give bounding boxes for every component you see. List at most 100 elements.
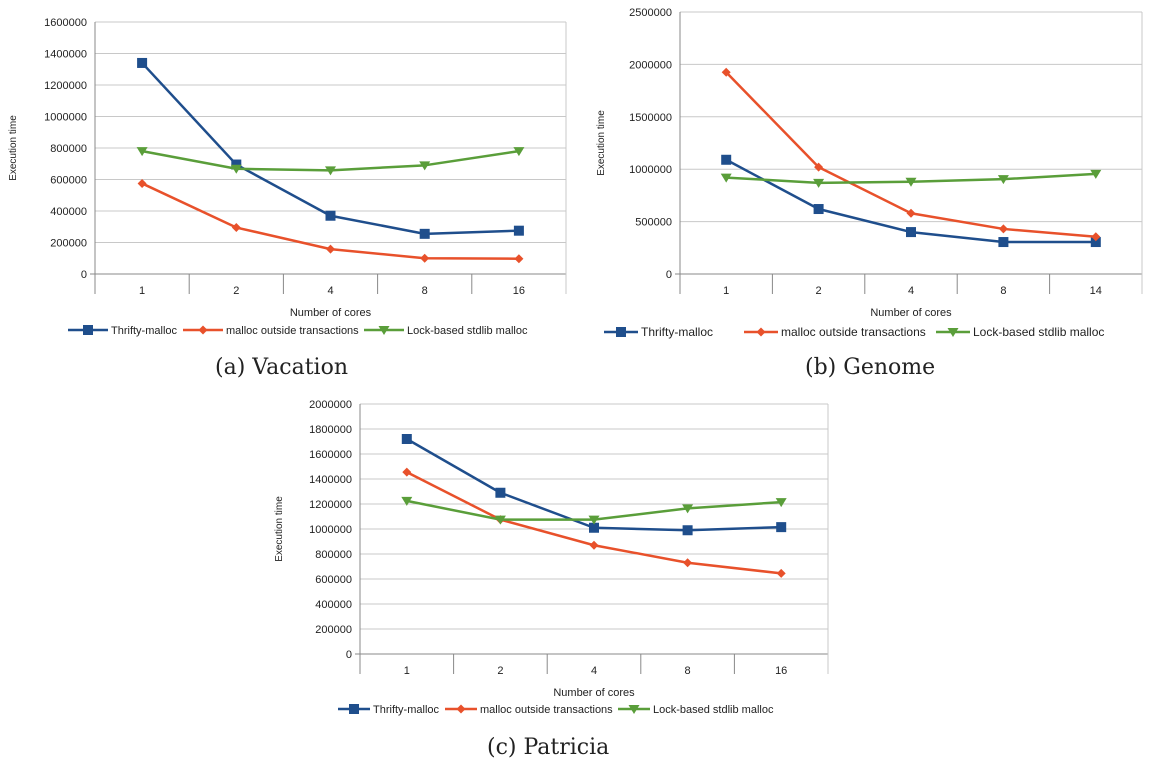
genome-y-axis-title: Execution time — [596, 110, 607, 176]
genome-ytick-label: 2000000 — [629, 59, 672, 71]
genome-xtick-label: 1 — [723, 285, 729, 297]
vacation-legend-marker-outside — [198, 325, 208, 335]
genome-legend-label-outside: malloc outside transactions — [781, 325, 926, 339]
genome-ytick-label: 1000000 — [629, 164, 672, 176]
genome-legend-marker-outside — [756, 327, 766, 337]
vacation-ytick-label: 800000 — [50, 143, 87, 155]
patricia-xtick-label: 2 — [497, 665, 503, 677]
genome-point-thrifty — [721, 154, 732, 165]
genome-legend-marker-thrifty — [616, 327, 626, 337]
chart-vacation: 0 200000 400000 600000 800000 1000000 1200000 1… — [0, 0, 576, 340]
patricia-point-lock — [682, 504, 694, 514]
patricia-point-lock — [775, 498, 787, 508]
genome-point-outside — [906, 208, 916, 218]
patricia-legend-label-thrifty: Thrifty-malloc — [373, 704, 440, 716]
vacation-ytick-label: 1000000 — [44, 112, 87, 124]
patricia-ytick-label: 2000000 — [309, 399, 352, 411]
genome-point-lock — [905, 177, 917, 187]
vacation-point-thrifty — [137, 57, 148, 68]
genome-xtick-label: 8 — [1000, 285, 1006, 297]
vacation-legend-label-outside: malloc outside transactions — [226, 325, 359, 337]
patricia-x-axis-title: Number of cores — [553, 687, 635, 699]
vacation-legend-label-thrifty: Thrifty-malloc — [111, 325, 178, 337]
vacation-xtick-label: 8 — [422, 285, 428, 297]
patricia-point-outside — [402, 467, 412, 477]
caption-vacation: (a) Vacation — [215, 355, 348, 380]
patricia-point-lock — [588, 515, 600, 525]
vacation-ytick-label: 0 — [81, 269, 87, 281]
genome-point-outside — [721, 67, 731, 77]
patricia-xtick-label: 1 — [404, 665, 410, 677]
patricia-ytick-label: 1200000 — [309, 499, 352, 511]
vacation-point-outside — [514, 254, 524, 264]
patricia-xtick-label: 4 — [591, 665, 597, 677]
vacation-xtick-label: 2 — [233, 285, 239, 297]
vacation-ytick-label: 400000 — [50, 206, 87, 218]
patricia-ytick-label: 200000 — [315, 624, 352, 636]
vacation-x-axis-title: Number of cores — [290, 307, 372, 319]
genome-point-lock — [997, 175, 1009, 185]
patricia-point-outside — [589, 540, 599, 550]
vacation-point-lock — [513, 147, 525, 157]
chart-genome-svg: 0 500000 1000000 1500000 2000000 2500000 1 2 4 8 1… — [596, 7, 1143, 339]
patricia-xtick-label: 16 — [775, 665, 787, 677]
genome-ytick-label: 0 — [666, 269, 672, 281]
genome-legend-label-thrifty: Thrifty-malloc — [641, 325, 713, 339]
patricia-ytick-label: 1400000 — [309, 474, 352, 486]
vacation-ytick-label: 1400000 — [44, 49, 87, 61]
genome-xtick-label: 14 — [1090, 285, 1102, 297]
genome-point-outside — [998, 224, 1008, 234]
genome-xtick-label: 2 — [816, 285, 822, 297]
patricia-point-thrifty — [589, 522, 599, 533]
patricia-legend-marker-outside — [456, 704, 466, 714]
vacation-point-lock — [230, 164, 242, 174]
patricia-point-thrifty — [682, 525, 693, 536]
genome-ytick-label: 1500000 — [629, 112, 672, 124]
genome-xtick-label: 4 — [908, 285, 914, 297]
vacation-point-outside — [231, 223, 241, 233]
genome-legend-marker-lock — [947, 328, 959, 337]
patricia-ytick-label: 600000 — [315, 574, 352, 586]
genome-point-thrifty — [998, 237, 1009, 248]
caption-genome: (b) Genome — [805, 355, 936, 380]
patricia-point-outside — [776, 568, 786, 578]
patricia-legend-marker-lock — [628, 705, 640, 714]
chart-patricia: 0 200000 400000 600000 800000 1000000 1200000 1… — [270, 392, 870, 722]
patricia-ytick-label: 400000 — [315, 599, 352, 611]
vacation-point-outside — [326, 244, 335, 254]
vacation-point-lock — [419, 161, 431, 171]
chart-patricia-svg: 0 200000 400000 600000 800000 1000000 1200000 1… — [274, 399, 829, 716]
genome-x-axis-title: Number of cores — [870, 307, 952, 319]
vacation-point-lock — [136, 147, 148, 157]
patricia-legend-marker-thrifty — [349, 704, 359, 714]
genome-point-thrifty — [906, 227, 916, 238]
genome-point-lock — [1090, 169, 1102, 179]
vacation-point-thrifty — [231, 159, 242, 170]
vacation-point-thrifty — [325, 210, 336, 221]
vacation-ytick-label: 1200000 — [44, 80, 87, 92]
vacation-point-outside — [420, 253, 430, 263]
patricia-ytick-label: 0 — [346, 649, 352, 661]
patricia-xtick-label: 8 — [685, 665, 691, 677]
patricia-y-axis-title: Execution time — [274, 496, 285, 562]
patricia-point-thrifty — [495, 487, 506, 498]
patricia-point-outside — [683, 558, 693, 568]
chart-genome: 0 500000 1000000 1500000 2000000 2500000 1 2 4 8 1… — [576, 0, 1152, 340]
chart-vacation-svg: 0 200000 400000 600000 800000 1000000 1200000 1… — [8, 17, 567, 337]
genome-legend-label-lock: Lock-based stdlib malloc — [973, 325, 1104, 339]
vacation-point-lock — [325, 166, 336, 176]
vacation-ytick-label: 1600000 — [44, 17, 87, 29]
genome-point-lock — [813, 178, 825, 188]
vacation-point-outside — [137, 178, 147, 188]
vacation-legend-label-lock: Lock-based stdlib malloc — [407, 325, 528, 337]
vacation-ytick-label: 600000 — [50, 175, 87, 187]
vacation-xtick-label: 16 — [513, 285, 525, 297]
caption-patricia: (c) Patricia — [487, 735, 610, 760]
patricia-ytick-label: 1800000 — [309, 424, 352, 436]
patricia-ytick-label: 800000 — [315, 549, 352, 561]
genome-ytick-label: 500000 — [635, 217, 672, 229]
patricia-point-lock — [494, 515, 506, 525]
vacation-xtick-label: 1 — [139, 285, 145, 297]
patricia-legend-label-outside: malloc outside transactions — [480, 704, 613, 716]
vacation-legend-marker-thrifty — [83, 325, 93, 335]
